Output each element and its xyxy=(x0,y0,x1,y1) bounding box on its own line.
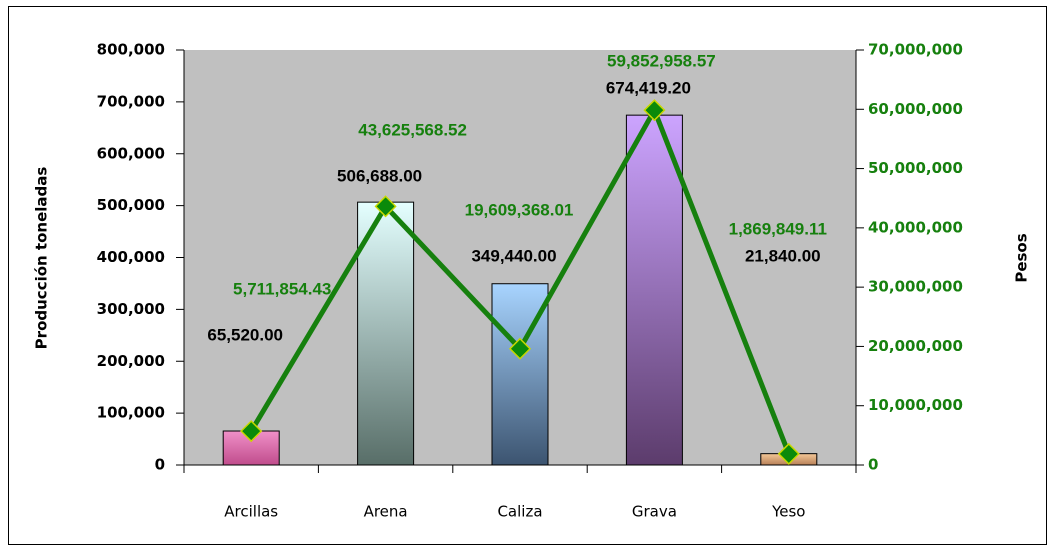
line-marker xyxy=(508,337,532,360)
line-value-label: 59,852,958.57 xyxy=(607,51,716,70)
y2-tick-label: 10,000,000 xyxy=(868,396,963,414)
y2-tick-label: 20,000,000 xyxy=(868,337,963,355)
y2-axis-title: Pesos xyxy=(1013,233,1031,282)
y-tick-label: 400,000 xyxy=(97,248,165,266)
y2-tick-label: 50,000,000 xyxy=(868,159,963,177)
bar-value-label: 65,520.00 xyxy=(207,325,283,344)
x-tick-label: Arcillas xyxy=(224,503,278,521)
y-tick-label: 600,000 xyxy=(97,144,165,162)
x-tick-label: Yeso xyxy=(771,503,805,521)
line-value-label: 5,711,854.43 xyxy=(233,279,331,298)
y-tick-label: 300,000 xyxy=(97,300,165,318)
y2-tick-label: 40,000,000 xyxy=(868,218,963,236)
y2-tick-label: 70,000,000 xyxy=(868,41,963,59)
y-tick-label: 800,000 xyxy=(97,41,165,59)
bar xyxy=(625,114,683,466)
bar-value-label: 349,440.00 xyxy=(471,246,556,265)
y-tick-label: 200,000 xyxy=(97,352,165,370)
y2-tick-label: 0 xyxy=(868,456,878,474)
bar xyxy=(357,201,415,466)
x-tick-label: Arena xyxy=(364,503,408,521)
line-marker xyxy=(240,420,263,443)
line-value-label: 43,625,568.52 xyxy=(358,120,467,139)
y-tick-label: 0 xyxy=(155,456,165,474)
bar-value-label: 674,419.20 xyxy=(606,78,691,97)
line-value-label: 1,869,849.11 xyxy=(729,219,827,238)
x-tick-label: Caliza xyxy=(497,503,542,521)
y-tick-label: 700,000 xyxy=(97,92,165,110)
line-marker xyxy=(374,195,397,218)
bar-value-label: 506,688.00 xyxy=(337,166,422,185)
y-axis-title: Producción toneladas xyxy=(33,167,51,350)
y2-tick-label: 30,000,000 xyxy=(868,278,963,296)
line-marker xyxy=(777,442,800,465)
y-tick-label: 100,000 xyxy=(97,404,165,422)
x-tick-label: Grava xyxy=(632,503,677,521)
y2-tick-label: 60,000,000 xyxy=(868,100,963,118)
line-value-label: 19,609,368.01 xyxy=(465,200,574,219)
bar-value-label: 21,840.00 xyxy=(745,246,821,265)
line-marker xyxy=(643,99,666,122)
y-tick-label: 500,000 xyxy=(97,196,165,214)
